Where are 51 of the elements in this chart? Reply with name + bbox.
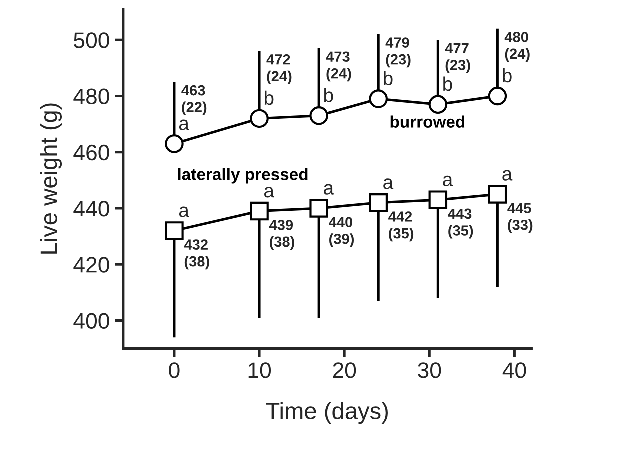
point <box>310 106 328 126</box>
data-label: 463 (22) <box>182 85 207 116</box>
x-tick-label: 10 <box>248 362 272 378</box>
data-label: 432 (38) <box>184 240 210 270</box>
data-label: 480 (24) <box>504 32 530 62</box>
annotation: b <box>324 88 334 102</box>
y-tick-label: 500 <box>74 32 110 48</box>
point <box>428 190 448 210</box>
annotation: b <box>503 68 512 83</box>
point <box>165 222 184 240</box>
point <box>310 199 328 218</box>
annotation: a <box>443 176 454 187</box>
data-label: 473 (24) <box>326 52 352 82</box>
y-tick-label: 440 <box>74 201 110 217</box>
y-tick-label: 460 <box>74 144 110 161</box>
annotation: a <box>384 178 394 190</box>
annotation: a <box>502 170 513 181</box>
series-label: laterally pressed <box>178 168 308 184</box>
point <box>369 194 388 212</box>
data-label: 440 (39) <box>329 217 354 248</box>
x-axis-title: Time (days) <box>266 402 388 424</box>
data-label: 445 (33) <box>508 203 533 234</box>
x-tick-label: 30 <box>418 362 442 378</box>
data-label: 443 (35) <box>448 208 474 239</box>
data-label: 479 (23) <box>386 38 411 68</box>
x-tick-label: 20 <box>333 362 356 378</box>
x-tick-label: 0 <box>169 362 180 378</box>
point <box>488 86 508 106</box>
point <box>488 185 508 204</box>
annotation: b <box>384 71 393 86</box>
y-tick-label: 400 <box>74 313 110 330</box>
data-label: 472 (24) <box>266 54 292 84</box>
point <box>250 109 269 128</box>
data-label: 442 (35) <box>388 212 414 242</box>
series-label: burrowed <box>390 116 465 128</box>
annotation: b <box>264 90 274 106</box>
annotation: b <box>444 76 452 92</box>
y-tick-label: 420 <box>74 257 110 273</box>
x-tick-label: 40 <box>502 362 526 378</box>
point <box>250 202 269 221</box>
annotation: a <box>179 206 190 218</box>
annotation: a <box>264 187 275 198</box>
data-label: 439 (38) <box>269 220 294 250</box>
data-label: 477 (23) <box>445 43 470 74</box>
y-tick-label: 480 <box>74 88 110 105</box>
point <box>165 134 184 154</box>
y-axis-title: Live weight (g) <box>40 104 62 254</box>
annotation: a <box>179 120 190 130</box>
point <box>369 90 388 108</box>
point <box>428 95 448 114</box>
annotation: a <box>324 184 334 195</box>
